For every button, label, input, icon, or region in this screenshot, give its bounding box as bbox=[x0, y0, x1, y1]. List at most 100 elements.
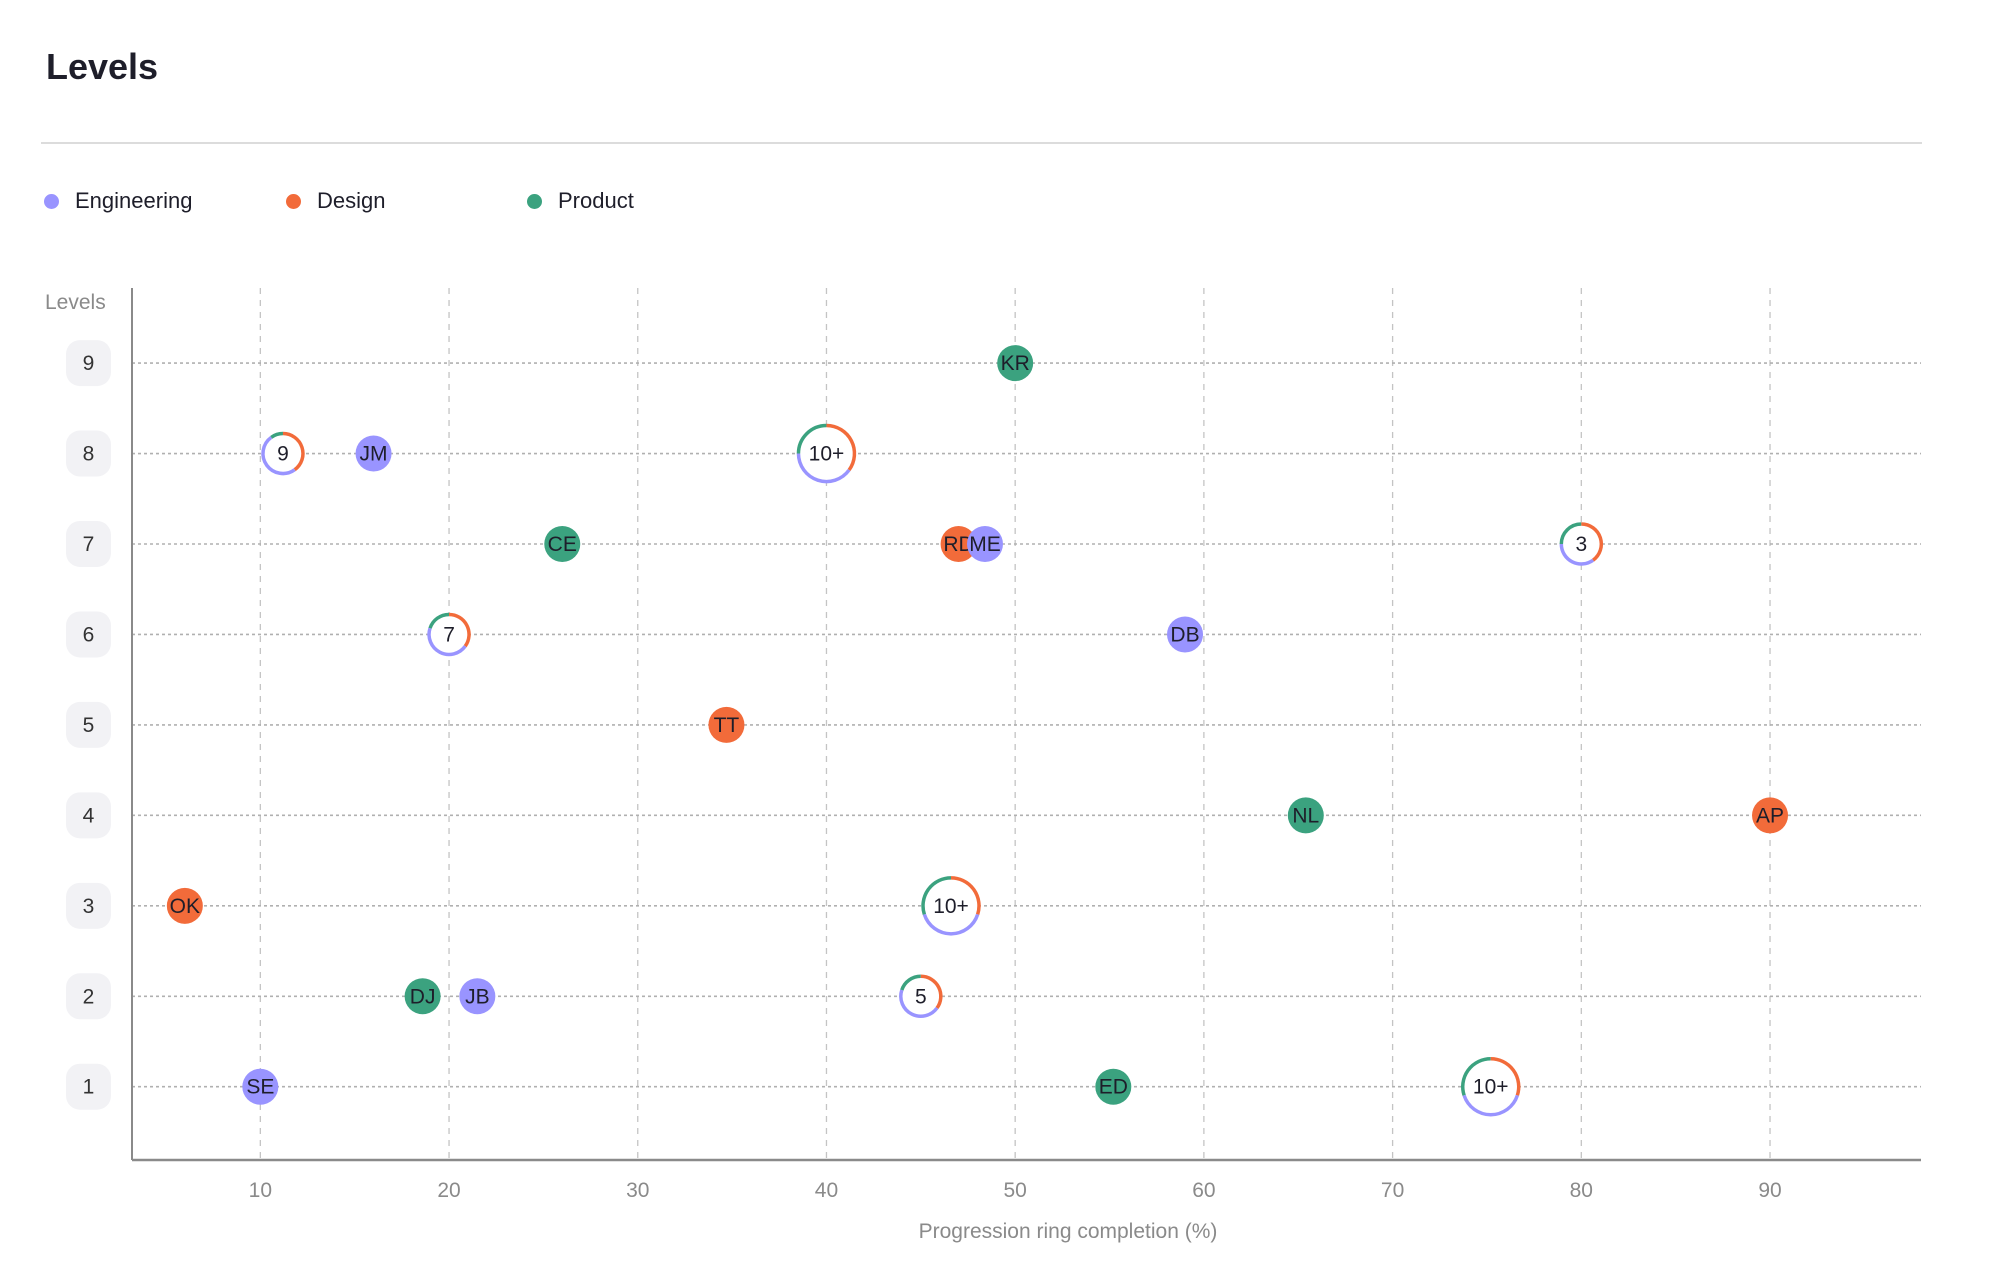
x-tick-label: 20 bbox=[437, 1179, 460, 1202]
cluster-marker[interactable]: 10+ bbox=[1460, 1056, 1521, 1117]
data-point-marker bbox=[1167, 616, 1204, 653]
x-tick-label: 50 bbox=[1003, 1179, 1026, 1202]
cluster-marker[interactable]: 9 bbox=[261, 431, 305, 476]
y-axis-title: Levels bbox=[45, 291, 106, 314]
x-tick-label: 70 bbox=[1381, 1179, 1404, 1202]
cluster-ring-segment-product bbox=[1559, 522, 1582, 545]
data-point[interactable]: DB bbox=[1167, 616, 1204, 653]
y-tick-label: 4 bbox=[83, 804, 95, 827]
data-point[interactable]: ME bbox=[966, 525, 1003, 562]
data-point[interactable]: KR bbox=[997, 345, 1034, 382]
cluster-ring-segment-design bbox=[920, 974, 943, 1010]
data-point-marker bbox=[242, 1068, 279, 1105]
x-tick-label: 30 bbox=[626, 1179, 649, 1202]
data-point[interactable]: JB bbox=[459, 978, 496, 1015]
cluster-marker[interactable]: 3 bbox=[1559, 522, 1604, 566]
cluster-background bbox=[429, 614, 470, 655]
data-point-label: OK bbox=[170, 895, 200, 918]
cluster-count-label: 3 bbox=[1575, 533, 1587, 556]
cluster-ring-segment-engineering bbox=[1559, 543, 1595, 566]
cluster-marker[interactable]: 7 bbox=[427, 612, 471, 657]
cluster-count-label: 5 bbox=[915, 985, 927, 1008]
data-point[interactable]: ED bbox=[1095, 1068, 1132, 1105]
cluster-background bbox=[798, 425, 855, 482]
y-tick-label: 7 bbox=[83, 533, 95, 556]
data-point-marker bbox=[997, 345, 1034, 382]
cluster-ring-segment-product bbox=[796, 423, 827, 454]
y-tick-label: 1 bbox=[83, 1076, 95, 1099]
data-point-label: JM bbox=[360, 443, 388, 466]
cluster-ring-segment-design bbox=[448, 612, 471, 648]
legend: Engineering Design Product bbox=[44, 188, 634, 214]
data-point-label: ME bbox=[969, 533, 1001, 556]
cluster-ring-segment-engineering bbox=[261, 435, 296, 476]
y-tick-badge bbox=[66, 882, 111, 929]
cluster-ring-segment-product bbox=[270, 431, 284, 439]
data-point[interactable]: TT bbox=[708, 706, 745, 743]
cluster-ring-segment-product bbox=[921, 876, 952, 916]
cluster-ring-segment-engineering bbox=[427, 627, 467, 657]
y-tick-badge bbox=[66, 792, 111, 839]
data-point[interactable]: RD bbox=[940, 525, 977, 562]
cluster-marker[interactable]: 10+ bbox=[921, 876, 981, 936]
data-point[interactable]: CE bbox=[544, 525, 581, 562]
cluster-ring-segment-product bbox=[900, 974, 921, 991]
cluster-background bbox=[1561, 523, 1602, 564]
cluster-ring-segment-engineering bbox=[922, 913, 980, 936]
cluster-ring-segment-engineering bbox=[1462, 1094, 1520, 1117]
legend-label: Engineering bbox=[75, 188, 193, 213]
data-point-label: ED bbox=[1099, 1076, 1128, 1099]
x-tick-label: 10 bbox=[249, 1179, 272, 1202]
cluster-ring-segment-design bbox=[950, 876, 981, 916]
y-tick-badge bbox=[66, 1063, 111, 1110]
data-point-marker bbox=[1095, 1068, 1132, 1105]
cluster-ring-segment-design bbox=[826, 423, 857, 472]
x-tick-label: 80 bbox=[1570, 1179, 1593, 1202]
y-tick-label: 9 bbox=[83, 352, 95, 375]
x-tick-label: 60 bbox=[1192, 1179, 1215, 1202]
cluster-count-label: 9 bbox=[277, 443, 289, 466]
data-point[interactable]: NL bbox=[1287, 797, 1324, 834]
data-point-label: CE bbox=[548, 533, 577, 556]
legend-label: Product bbox=[558, 188, 634, 213]
x-tick-label: 40 bbox=[815, 1179, 838, 1202]
cluster-ring-segment-design bbox=[1490, 1056, 1521, 1096]
legend-item-design[interactable]: Design bbox=[286, 188, 527, 214]
cluster-count-label: 10+ bbox=[809, 443, 845, 466]
data-point[interactable]: DJ bbox=[404, 978, 441, 1015]
cluster-ring-segment-design bbox=[1581, 522, 1604, 562]
legend-item-product[interactable]: Product bbox=[527, 188, 634, 214]
divider bbox=[41, 142, 1922, 144]
data-point-label: DB bbox=[1170, 623, 1199, 646]
cluster-marker[interactable]: 10+ bbox=[796, 423, 857, 484]
legend-item-engineering[interactable]: Engineering bbox=[44, 188, 286, 214]
data-point-marker bbox=[1287, 797, 1324, 834]
cluster-ring-segment-design bbox=[282, 431, 305, 472]
cluster-count-label: 10+ bbox=[1473, 1076, 1509, 1099]
x-tick-label: 90 bbox=[1758, 1179, 1781, 1202]
data-point[interactable]: OK bbox=[166, 887, 203, 924]
data-point-marker bbox=[966, 525, 1003, 562]
y-tick-label: 8 bbox=[83, 443, 95, 466]
cluster-background bbox=[1462, 1058, 1519, 1115]
data-point[interactable]: AP bbox=[1752, 797, 1789, 834]
data-point-label: DJ bbox=[410, 985, 436, 1008]
data-point-label: TT bbox=[714, 714, 740, 737]
cluster-ring-segment-product bbox=[428, 612, 450, 629]
data-point-marker bbox=[355, 435, 392, 472]
data-point-marker bbox=[459, 978, 496, 1015]
data-point-marker bbox=[166, 887, 203, 924]
data-point[interactable]: SE bbox=[242, 1068, 279, 1105]
cluster-background bbox=[900, 976, 941, 1017]
data-point-label: AP bbox=[1756, 804, 1784, 827]
data-point-label: JB bbox=[465, 985, 490, 1008]
design-dot-icon bbox=[286, 193, 301, 209]
cluster-ring-segment-engineering bbox=[899, 989, 939, 1018]
data-point[interactable]: JM bbox=[355, 435, 392, 472]
cluster-background bbox=[262, 433, 303, 474]
cluster-marker[interactable]: 5 bbox=[899, 974, 943, 1018]
y-tick-badge bbox=[66, 973, 111, 1020]
data-point-marker bbox=[708, 706, 745, 743]
page-title: Levels bbox=[46, 46, 159, 87]
